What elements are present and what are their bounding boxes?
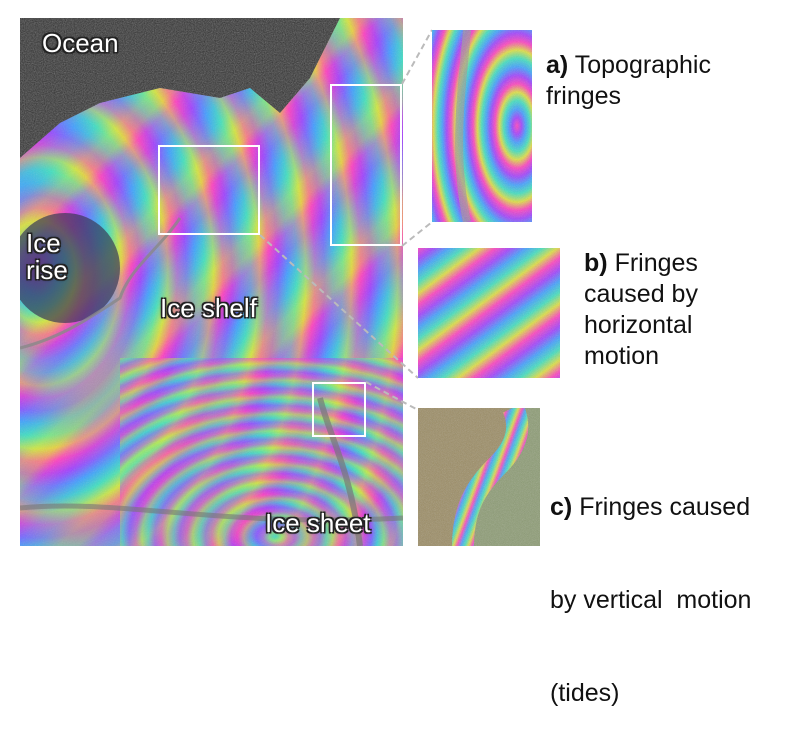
ice-rise-label-line2: rise — [26, 255, 68, 286]
caption-a-line1: Topographic — [574, 51, 711, 79]
caption-a-line2: fringes — [546, 82, 622, 110]
caption-a: a) Topographic fringes — [546, 50, 711, 112]
caption-b-line4: motion — [584, 342, 660, 370]
inset-a-topographic — [432, 30, 532, 222]
ice-shelf-label: Ice shelf — [160, 293, 257, 323]
inset-c-vertical — [418, 408, 540, 546]
selection-box-b — [158, 145, 260, 235]
caption-c-line2: by vertical motion — [550, 586, 752, 614]
caption-c-line3: (tides) — [550, 679, 620, 707]
caption-a-letter: a) — [546, 51, 569, 79]
ice-rise-label-line1: Ice — [26, 228, 61, 258]
ocean-label: Ocean — [42, 28, 119, 58]
caption-c-letter: c) — [550, 493, 573, 521]
caption-b-letter: b) — [584, 249, 608, 277]
selection-box-c — [312, 382, 366, 437]
caption-b-line3: horizontal — [584, 311, 693, 339]
caption-b-line2: caused by — [584, 280, 698, 308]
selection-box-a — [330, 84, 402, 246]
caption-c-line1: Fringes caused — [579, 493, 751, 521]
ice-rise-label: Ice rise — [26, 228, 68, 286]
inset-b-horizontal — [418, 248, 560, 378]
caption-b-line1: Fringes — [614, 249, 698, 277]
caption-c: c) Fringes caused by vertical motion (ti… — [550, 430, 751, 740]
caption-b: b) Fringes caused by horizontal motion — [584, 248, 698, 372]
ice-sheet-label: Ice sheet — [265, 508, 371, 538]
